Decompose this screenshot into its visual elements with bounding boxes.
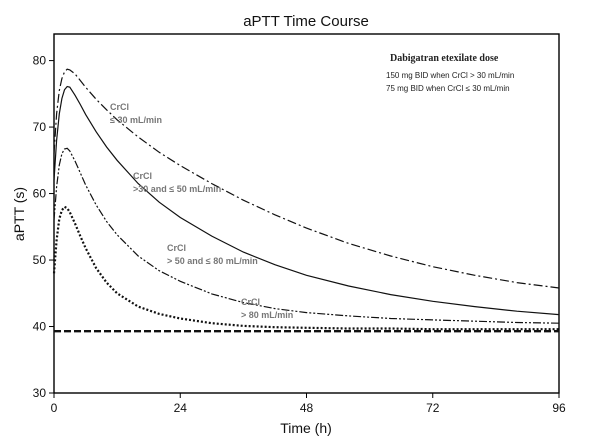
curve-label: > 50 and ≤ 80 mL/min xyxy=(167,256,258,266)
y-tick-label: 70 xyxy=(33,120,47,134)
curve-crcl-gt-80 xyxy=(52,205,559,331)
x-tick-label: 72 xyxy=(426,401,440,415)
x-tick-label: 48 xyxy=(300,401,314,415)
curve-label: > 80 mL/min xyxy=(241,310,293,320)
curve-label: CrCl xyxy=(133,171,152,181)
curve-label: ≤ 30 mL/min xyxy=(110,115,162,125)
series-layer xyxy=(52,68,560,333)
x-tick-label: 24 xyxy=(174,401,188,415)
curve-label: CrCl xyxy=(110,102,129,112)
chart-title: aPTT Time Course xyxy=(243,13,369,30)
legend-title: Dabigatran etexilate dose xyxy=(390,53,499,64)
x-tick-label: 0 xyxy=(51,401,58,415)
curve-crcl-le-30 xyxy=(53,68,560,289)
curve-label: >30 and ≤ 50 mL/min xyxy=(133,184,221,194)
x-axis-label: Time (h) xyxy=(280,420,332,436)
y-tick-label: 60 xyxy=(33,187,47,201)
legend: Dabigatran etexilate dose 150 mg BID whe… xyxy=(386,53,514,93)
y-tick-label: 50 xyxy=(33,253,47,267)
y-tick-label: 40 xyxy=(33,320,47,334)
curve-crcl-30-50 xyxy=(53,85,560,316)
legend-line-2: 75 mg BID when CrCl ≤ 30 mL/min xyxy=(386,84,510,93)
x-tick-label: 96 xyxy=(552,401,566,415)
curve-crcl-50-80 xyxy=(53,147,560,324)
curve-label: CrCl xyxy=(167,243,186,253)
legend-line-1: 150 mg BID when CrCl > 30 mL/min xyxy=(386,71,514,80)
y-tick-label: 30 xyxy=(33,386,47,400)
y-axis-label: aPTT (s) xyxy=(11,187,27,241)
curve-labels: CrCl ≤ 30 mL/min CrCl >30 and ≤ 50 mL/min Cr… xyxy=(110,102,293,320)
curve-label: CrCl xyxy=(241,297,260,307)
x-axis-ticks: 0 24 48 72 96 xyxy=(51,393,566,415)
y-tick-label: 80 xyxy=(33,54,47,68)
y-axis-ticks: 30 40 50 60 70 80 xyxy=(33,54,54,400)
